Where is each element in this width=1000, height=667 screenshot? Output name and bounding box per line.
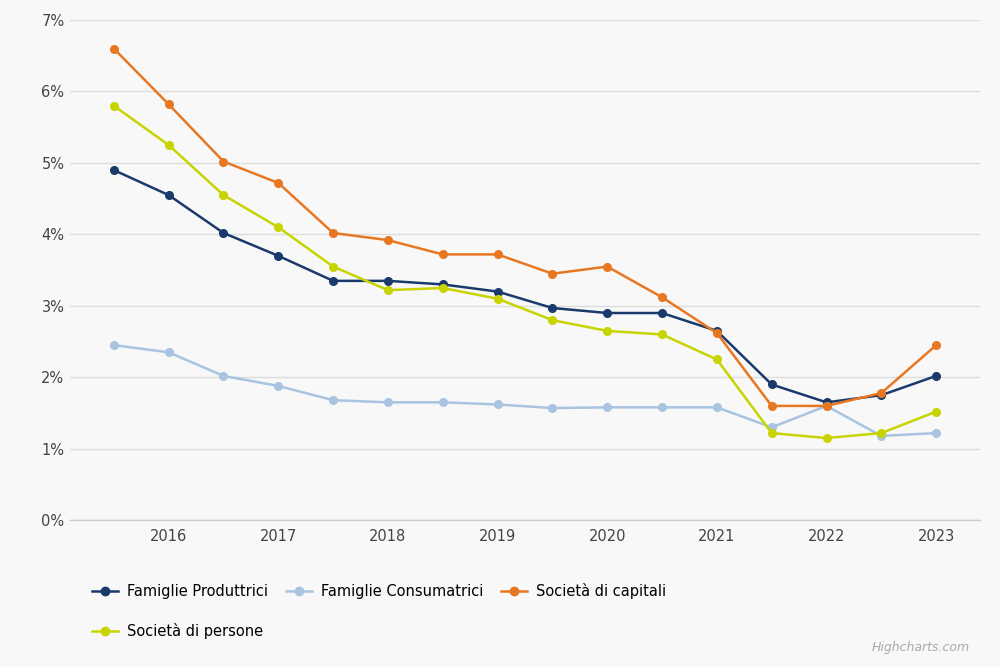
- Famiglie Consumatrici: [656, 404, 668, 412]
- Line: Società di persone: Società di persone: [110, 102, 940, 442]
- Società di capitali: [163, 100, 175, 108]
- Famiglie Produttrici: [327, 277, 339, 285]
- Società di persone: [546, 316, 558, 324]
- Società di persone: [711, 356, 723, 364]
- Famiglie Produttrici: [656, 309, 668, 317]
- Società di persone: [327, 263, 339, 271]
- Text: Highcharts.com: Highcharts.com: [872, 641, 970, 654]
- Società di capitali: [766, 402, 778, 410]
- Società di persone: [875, 429, 887, 437]
- Famiglie Consumatrici: [382, 398, 394, 406]
- Società di persone: [821, 434, 833, 442]
- Famiglie Consumatrici: [601, 404, 613, 412]
- Società di persone: [766, 429, 778, 437]
- Line: Famiglie Produttrici: Famiglie Produttrici: [110, 166, 940, 406]
- Società di capitali: [601, 263, 613, 271]
- Famiglie Produttrici: [711, 327, 723, 335]
- Famiglie Consumatrici: [930, 429, 942, 437]
- Società di persone: [656, 330, 668, 338]
- Line: Società di capitali: Società di capitali: [110, 45, 940, 410]
- Famiglie Produttrici: [875, 391, 887, 399]
- Società di persone: [108, 102, 120, 110]
- Società di capitali: [437, 250, 449, 258]
- Famiglie Produttrici: [217, 229, 229, 237]
- Società di capitali: [821, 402, 833, 410]
- Società di capitali: [327, 229, 339, 237]
- Famiglie Consumatrici: [217, 372, 229, 380]
- Famiglie Produttrici: [272, 252, 284, 260]
- Società di persone: [492, 295, 504, 303]
- Società di capitali: [930, 342, 942, 350]
- Società di capitali: [656, 293, 668, 301]
- Famiglie Produttrici: [108, 166, 120, 174]
- Famiglie Consumatrici: [711, 404, 723, 412]
- Famiglie Produttrici: [546, 304, 558, 312]
- Famiglie Produttrici: [382, 277, 394, 285]
- Famiglie Consumatrici: [272, 382, 284, 390]
- Legend: Società di persone: Società di persone: [86, 618, 269, 645]
- Famiglie Consumatrici: [875, 432, 887, 440]
- Famiglie Consumatrici: [327, 396, 339, 404]
- Società di capitali: [546, 269, 558, 277]
- Società di capitali: [108, 45, 120, 53]
- Famiglie Produttrici: [437, 280, 449, 288]
- Famiglie Consumatrici: [546, 404, 558, 412]
- Famiglie Produttrici: [163, 191, 175, 199]
- Famiglie Produttrici: [766, 380, 778, 388]
- Famiglie Consumatrici: [821, 402, 833, 410]
- Società di capitali: [272, 179, 284, 187]
- Famiglie Consumatrici: [437, 398, 449, 406]
- Famiglie Produttrici: [821, 398, 833, 406]
- Società di capitali: [492, 250, 504, 258]
- Line: Famiglie Consumatrici: Famiglie Consumatrici: [110, 342, 940, 440]
- Società di persone: [272, 223, 284, 231]
- Famiglie Consumatrici: [492, 400, 504, 408]
- Società di persone: [217, 191, 229, 199]
- Società di persone: [437, 284, 449, 292]
- Famiglie Produttrici: [492, 287, 504, 295]
- Società di capitali: [711, 329, 723, 337]
- Società di capitali: [875, 389, 887, 397]
- Società di persone: [930, 408, 942, 416]
- Famiglie Consumatrici: [163, 348, 175, 356]
- Famiglie Produttrici: [601, 309, 613, 317]
- Famiglie Consumatrici: [766, 424, 778, 432]
- Società di capitali: [382, 236, 394, 244]
- Società di persone: [601, 327, 613, 335]
- Famiglie Consumatrici: [108, 342, 120, 350]
- Società di persone: [382, 286, 394, 294]
- Famiglie Produttrici: [930, 372, 942, 380]
- Società di capitali: [217, 157, 229, 165]
- Società di persone: [163, 141, 175, 149]
